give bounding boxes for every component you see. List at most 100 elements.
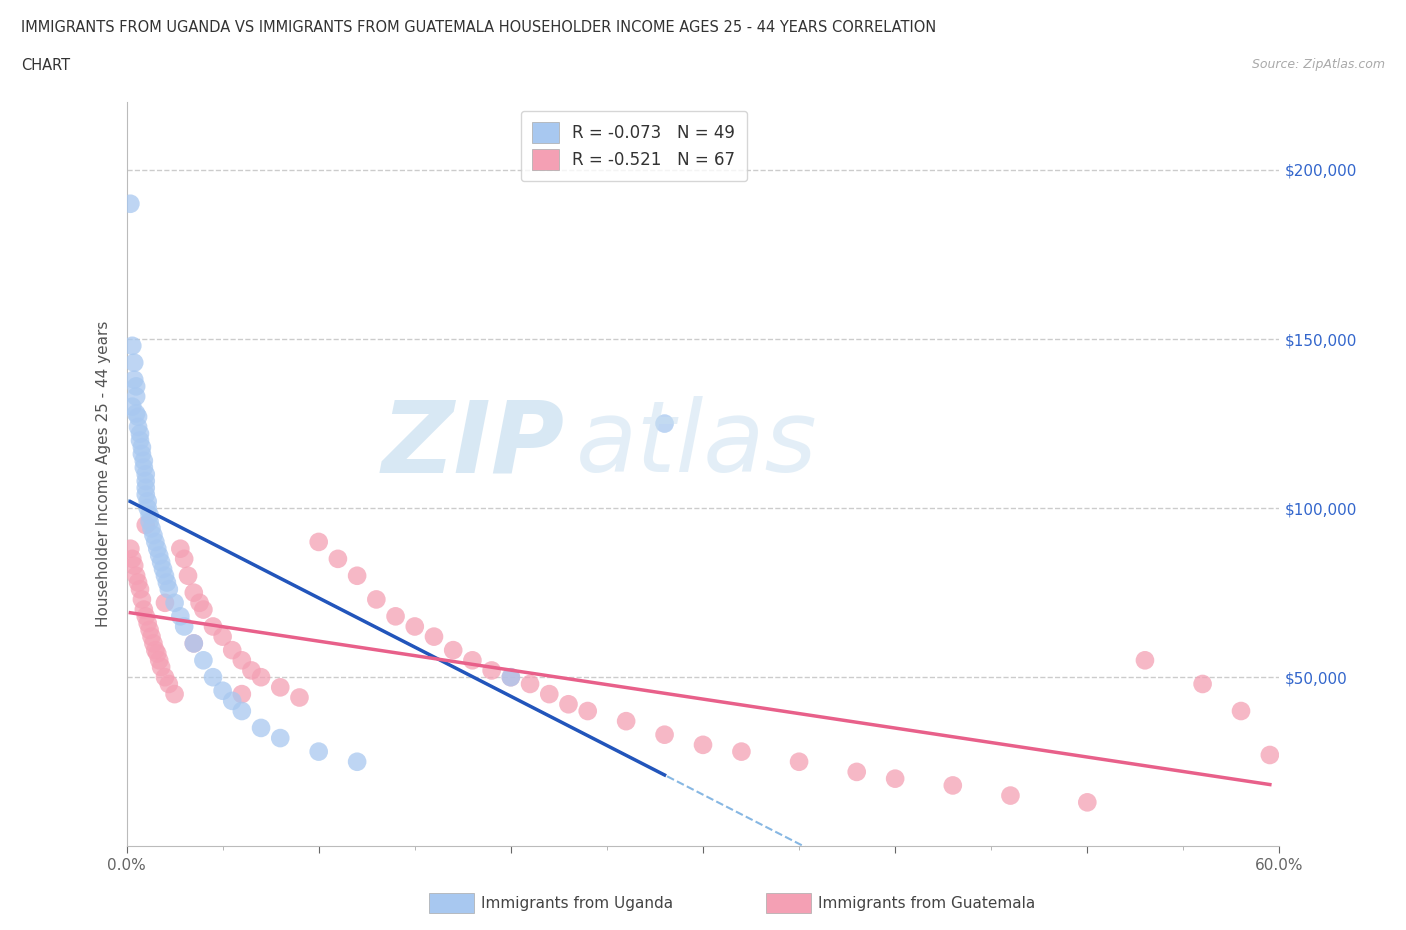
Point: [404, 619, 426, 634]
Point: [132, 460, 155, 475]
Point: [1230, 704, 1253, 719]
Point: [121, 339, 143, 353]
Text: atlas: atlas: [576, 396, 818, 493]
Point: [121, 551, 143, 566]
Point: [384, 609, 406, 624]
Point: [231, 704, 253, 719]
Point: [884, 771, 907, 786]
Point: [127, 575, 149, 590]
Point: [288, 690, 311, 705]
Point: [1076, 795, 1098, 810]
Point: [132, 453, 155, 468]
Point: [250, 670, 273, 684]
Point: [240, 663, 263, 678]
Point: [129, 582, 152, 597]
Point: [153, 670, 176, 684]
Point: [131, 446, 153, 461]
Text: ZIP: ZIP: [381, 396, 565, 493]
Point: [153, 568, 176, 583]
Point: [942, 778, 965, 793]
Point: [135, 473, 157, 488]
Point: [538, 686, 561, 701]
Point: [131, 592, 153, 607]
Point: [1000, 788, 1022, 803]
Point: [120, 541, 142, 556]
Point: [169, 609, 191, 624]
Point: [157, 582, 180, 597]
Point: [614, 713, 637, 728]
Text: Immigrants from Guatemala: Immigrants from Guatemala: [818, 896, 1036, 910]
Point: [125, 389, 148, 404]
Point: [142, 527, 165, 542]
Point: [499, 670, 522, 684]
Point: [135, 609, 157, 624]
Point: [308, 744, 330, 759]
Point: [141, 630, 163, 644]
Point: [730, 744, 752, 759]
Point: [150, 555, 173, 570]
Point: [153, 595, 176, 610]
Point: [145, 535, 166, 550]
Point: [125, 379, 148, 393]
Point: [138, 508, 160, 523]
Point: [183, 636, 205, 651]
Point: [121, 399, 143, 414]
Point: [519, 676, 541, 691]
Point: [202, 670, 225, 684]
Point: [692, 737, 714, 752]
Text: Immigrants from Uganda: Immigrants from Uganda: [481, 896, 673, 910]
Point: [138, 622, 160, 637]
Point: [346, 754, 368, 769]
Point: [193, 602, 215, 617]
Point: [135, 481, 157, 496]
Y-axis label: Householder Income Ages 25 - 44 years: Householder Income Ages 25 - 44 years: [96, 321, 111, 628]
Point: [135, 467, 157, 482]
Point: [211, 630, 233, 644]
Point: [193, 653, 215, 668]
Point: [250, 721, 273, 736]
Point: [138, 514, 160, 529]
Point: [120, 196, 142, 211]
Point: [221, 643, 243, 658]
Point: [177, 568, 200, 583]
Point: [122, 558, 145, 573]
Point: [231, 653, 253, 668]
Point: [141, 521, 163, 536]
Point: [499, 670, 522, 684]
Point: [152, 562, 174, 577]
Point: [125, 406, 148, 421]
Point: [231, 686, 253, 701]
Point: [654, 727, 676, 742]
Point: [146, 541, 169, 556]
Point: [202, 619, 225, 634]
Point: [157, 676, 180, 691]
Point: [308, 535, 330, 550]
Point: [269, 680, 291, 695]
Point: [129, 433, 152, 448]
Point: [173, 619, 195, 634]
Point: [132, 602, 155, 617]
Text: CHART: CHART: [21, 58, 70, 73]
Point: [148, 653, 170, 668]
Point: [441, 643, 464, 658]
Point: [346, 568, 368, 583]
Point: [145, 643, 166, 658]
Point: [173, 551, 195, 566]
Point: [481, 663, 503, 678]
Point: [142, 636, 165, 651]
Point: [148, 548, 170, 563]
Point: [576, 704, 599, 719]
Legend: R = -0.073   N = 49, R = -0.521   N = 67: R = -0.073 N = 49, R = -0.521 N = 67: [520, 111, 747, 181]
Point: [557, 697, 579, 711]
Point: [183, 636, 205, 651]
Point: [1258, 748, 1281, 763]
Point: [129, 426, 152, 441]
Point: [122, 355, 145, 370]
Point: [150, 659, 173, 674]
Point: [654, 416, 676, 431]
Point: [163, 686, 186, 701]
Point: [136, 500, 159, 515]
Point: [135, 487, 157, 502]
Point: [211, 684, 233, 698]
Point: [127, 419, 149, 434]
